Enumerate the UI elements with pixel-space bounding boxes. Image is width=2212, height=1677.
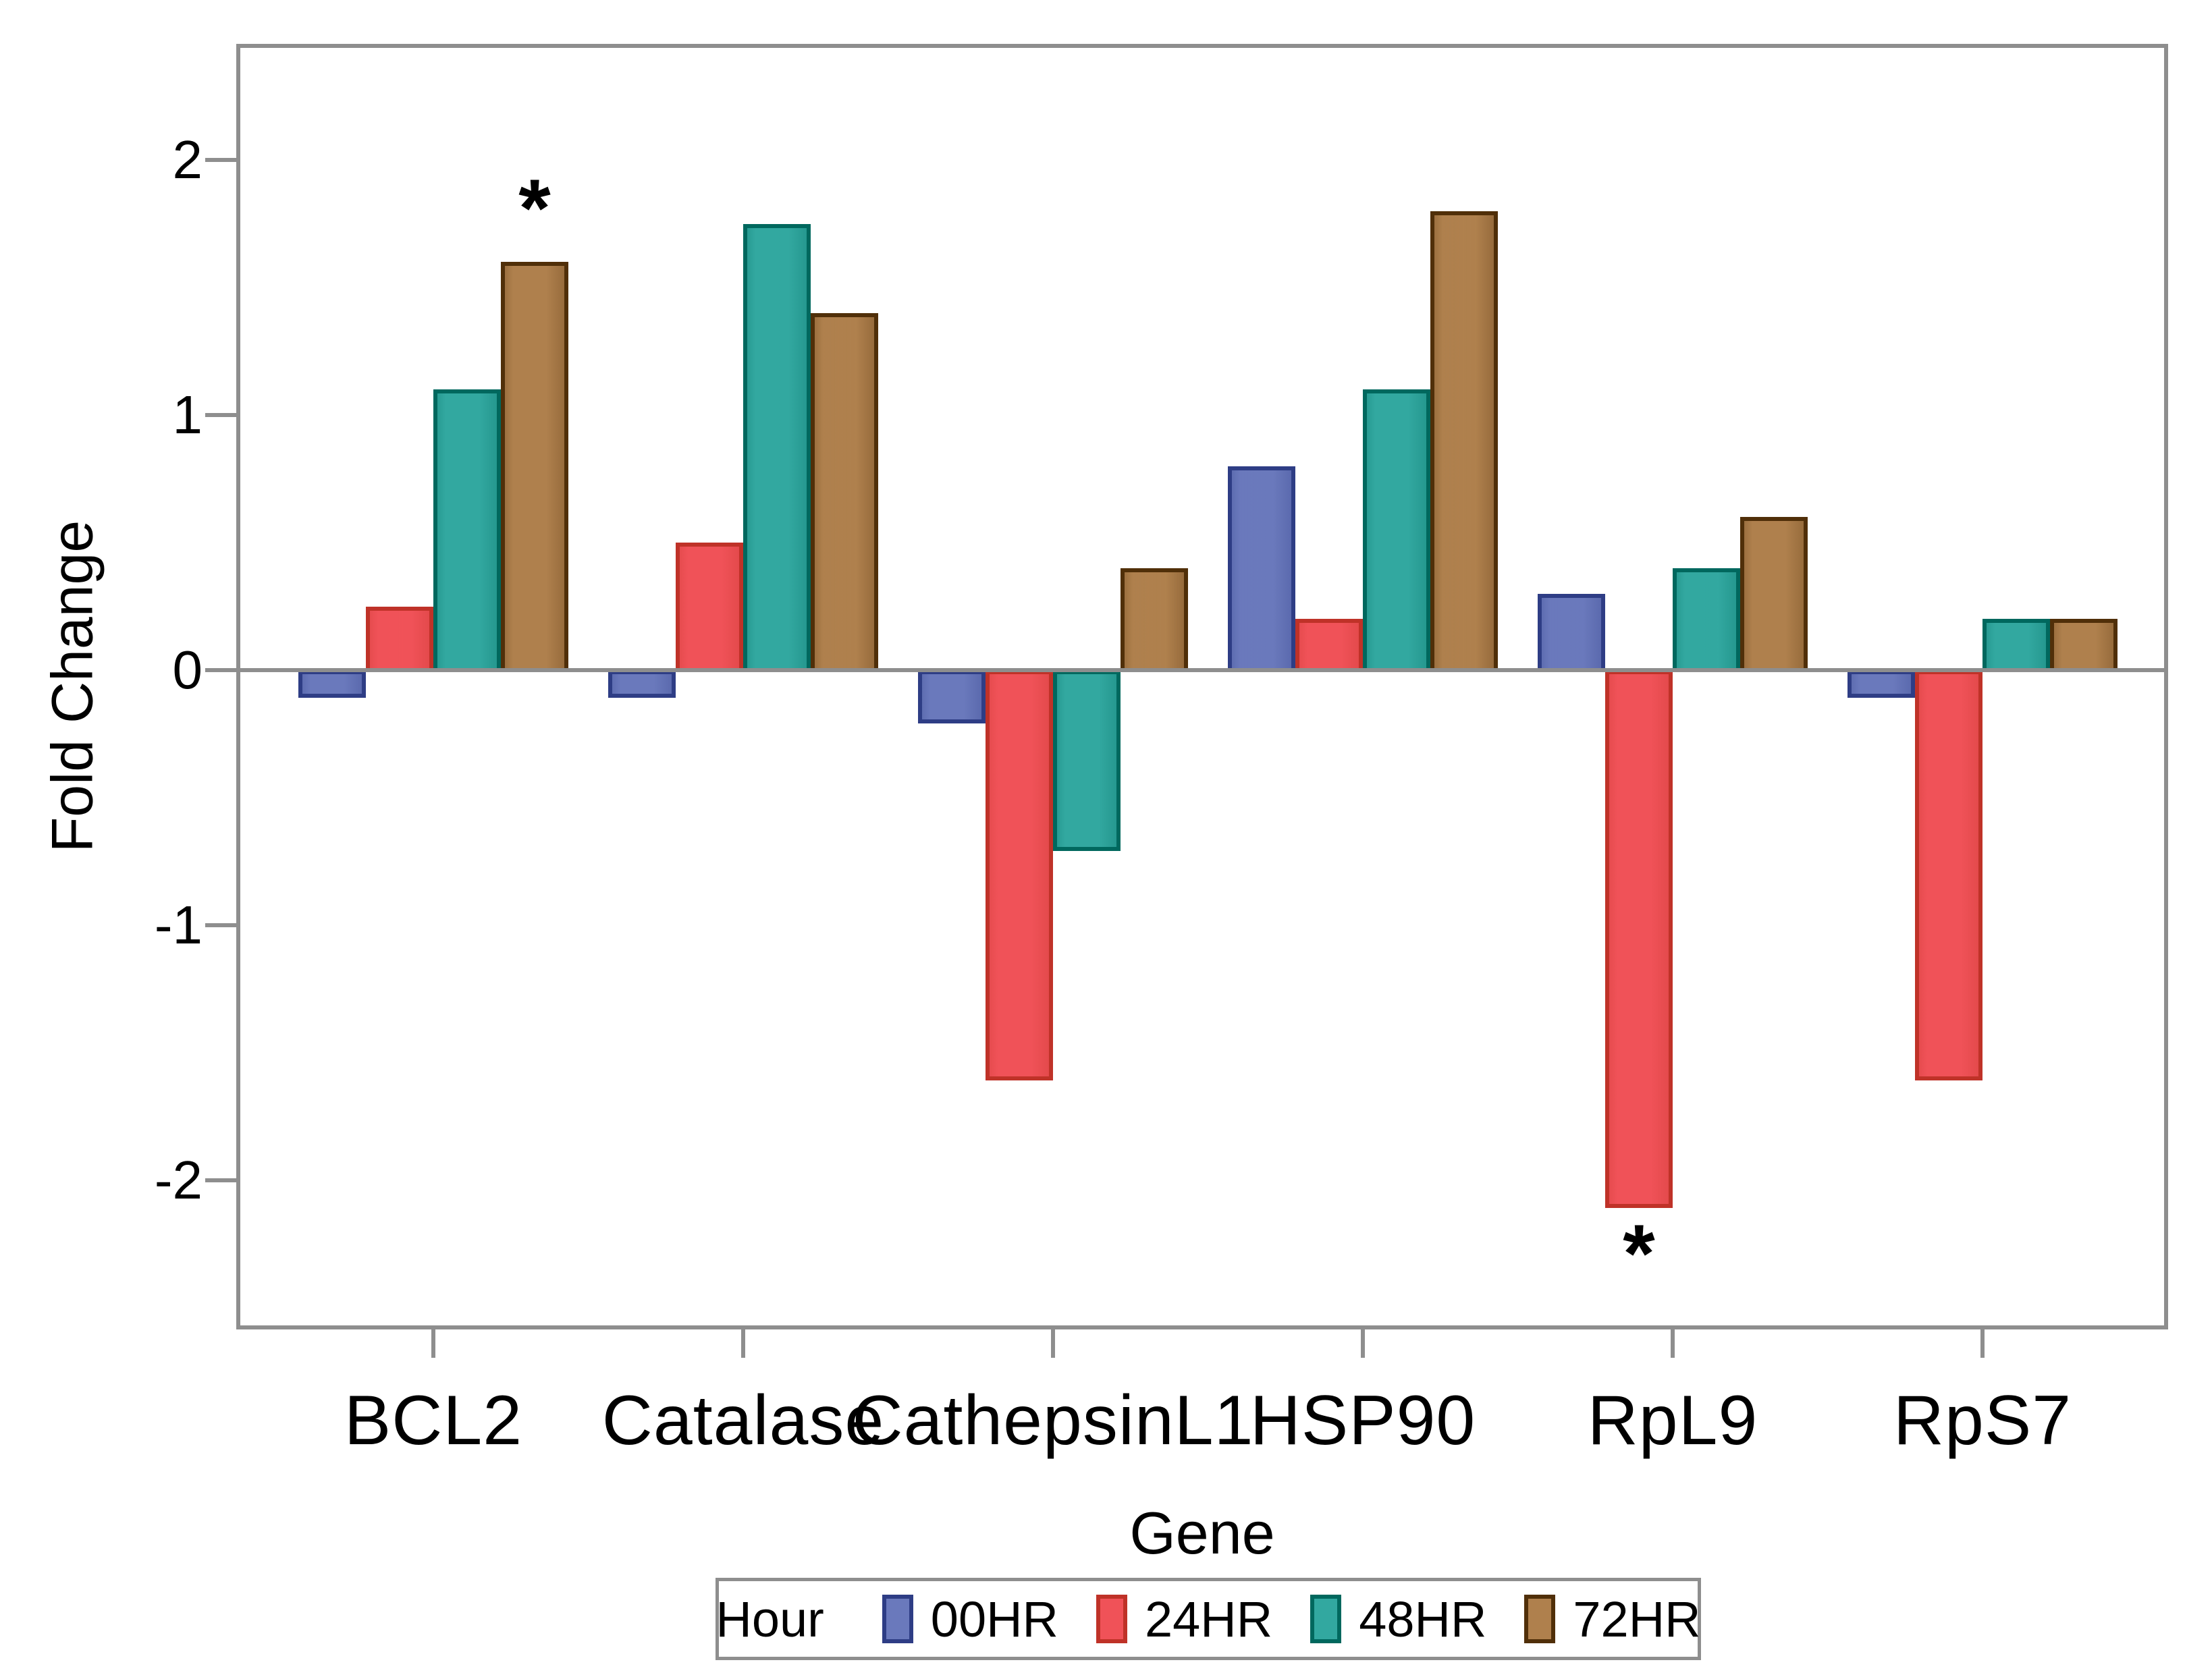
bar-00HR-CathepsinL1	[918, 670, 986, 723]
legend-items: 00HR 24HR 48HR 72HR	[882, 1591, 1701, 1648]
bar-48HR-HSP90	[1363, 389, 1430, 672]
x-axis-category-label: BCL2	[344, 1381, 523, 1460]
y-axis-tick	[205, 413, 236, 417]
plot-frame	[236, 44, 2168, 1329]
legend-label: 48HR	[1359, 1591, 1487, 1647]
legend-item-48HR: 48HR	[1310, 1591, 1486, 1648]
bar-00HR-RpL9	[1538, 593, 1605, 672]
bar-48HR-BCL2	[433, 389, 501, 672]
x-axis-category-label: RpS7	[1893, 1381, 2072, 1460]
bar-48HR-Catalase	[743, 223, 811, 672]
legend-swatch-00HR	[882, 1595, 913, 1643]
x-axis-tick	[741, 1329, 745, 1358]
y-axis-tick	[205, 158, 236, 162]
bar-24HR-BCL2	[366, 606, 433, 672]
bar-00HR-HSP90	[1228, 466, 1295, 672]
bar-48HR-RpL9	[1673, 568, 1740, 672]
x-axis-tick	[1051, 1329, 1055, 1358]
legend-label: 24HR	[1145, 1591, 1273, 1647]
bar-72HR-BCL2	[501, 262, 568, 672]
bar-24HR-Catalase	[676, 543, 743, 672]
y-axis-tick	[205, 1178, 236, 1182]
y-axis-tick-label: 0	[172, 640, 203, 700]
legend-label: 00HR	[930, 1591, 1058, 1647]
bar-72HR-Catalase	[811, 312, 878, 672]
bar-24HR-CathepsinL1	[986, 670, 1053, 1080]
bar-72HR-CathepsinL1	[1121, 568, 1188, 672]
legend-swatch-24HR	[1096, 1595, 1127, 1643]
bar-00HR-RpS7	[1847, 670, 1915, 698]
legend: Hour 00HR 24HR 48HR 72HR	[716, 1578, 1701, 1660]
y-axis-tick-label: 1	[172, 385, 203, 445]
legend-item-24HR: 24HR	[1096, 1591, 1272, 1648]
x-axis-category-label: HSP90	[1249, 1381, 1476, 1460]
y-axis-tick	[205, 668, 236, 672]
bar-00HR-Catalase	[608, 670, 676, 698]
bar-72HR-HSP90	[1430, 211, 1498, 672]
significance-star: *	[1623, 1207, 1655, 1299]
legend-swatch-72HR	[1524, 1595, 1556, 1643]
bar-48HR-CathepsinL1	[1053, 670, 1121, 851]
bar-00HR-BCL2	[298, 670, 366, 698]
bar-72HR-RpL9	[1740, 517, 1808, 672]
y-axis-tick-label: -2	[154, 1150, 203, 1210]
bar-72HR-RpS7	[2050, 619, 2117, 672]
y-axis-tick	[205, 923, 236, 927]
x-axis-category-label: Catalase	[601, 1381, 885, 1460]
bar-24HR-RpL9	[1605, 670, 1673, 1208]
legend-item-00HR: 00HR	[882, 1591, 1058, 1648]
zero-line	[236, 668, 2168, 672]
y-axis-tick-label: -1	[154, 895, 203, 955]
legend-item-72HR: 72HR	[1524, 1591, 1701, 1648]
y-axis-tick-label: 2	[172, 130, 203, 190]
bar-24HR-RpS7	[1915, 670, 1982, 1080]
x-axis-category-label: RpL9	[1587, 1381, 1758, 1460]
x-axis-tick	[1671, 1329, 1675, 1358]
x-axis-tick	[1361, 1329, 1365, 1358]
x-axis-category-label: CathepsinL1	[852, 1381, 1254, 1460]
legend-label: 72HR	[1573, 1591, 1701, 1647]
x-axis-tick	[1980, 1329, 1985, 1358]
bar-24HR-HSP90	[1295, 619, 1363, 672]
legend-swatch-48HR	[1310, 1595, 1342, 1643]
significance-star: *	[518, 162, 551, 254]
legend-title: Hour	[716, 1591, 824, 1647]
x-axis-tick	[431, 1329, 435, 1358]
x-axis-title: Gene	[1129, 1500, 1275, 1566]
bar-48HR-RpS7	[1982, 619, 2050, 672]
